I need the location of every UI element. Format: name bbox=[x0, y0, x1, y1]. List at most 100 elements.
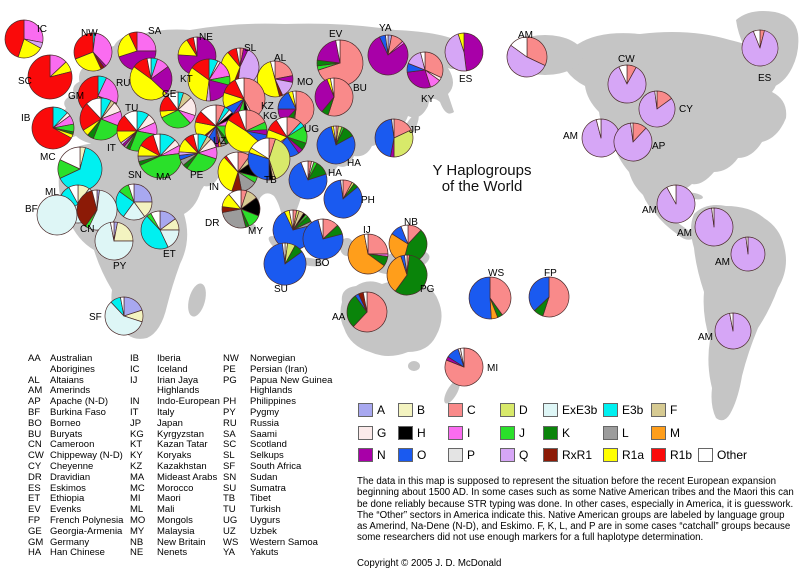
abbreviation-code: YA bbox=[223, 547, 235, 559]
abbreviation-name: Altaians bbox=[50, 374, 84, 386]
legend-label-B: B bbox=[417, 403, 426, 417]
abbreviation-row-PG: PG Papua New Guinea Highlands bbox=[223, 375, 338, 398]
abbreviation-name: Persian (Iran) bbox=[250, 363, 308, 375]
pie-slice-TU-Other bbox=[123, 110, 138, 132]
pie-KY: KY bbox=[406, 51, 444, 105]
pie-slice-NB-Other bbox=[400, 224, 409, 245]
abbreviation-code: DR bbox=[28, 471, 42, 483]
abbreviation-code: SU bbox=[223, 482, 237, 494]
pie-slice-TB-D bbox=[268, 138, 291, 180]
abbreviation-name: Dravidian bbox=[50, 471, 91, 483]
abbreviation-name: Apache (N-D) bbox=[50, 396, 109, 408]
abbreviation-name: Eskimos bbox=[50, 482, 86, 494]
pie-label-BU: BU bbox=[353, 83, 367, 94]
abbreviation-row-MO: MO Mongols bbox=[130, 514, 227, 527]
legend-swatch-L bbox=[603, 426, 618, 440]
pie-slice-RU-R1a bbox=[129, 66, 167, 101]
abbreviation-name: Mongols bbox=[157, 514, 193, 526]
pie-slice-MC-E3b bbox=[59, 147, 103, 192]
pie-label-TU: TU bbox=[125, 103, 138, 114]
abbreviation-code: GE bbox=[28, 525, 42, 537]
abbreviation-row-BO: BO Borneo bbox=[28, 418, 128, 430]
map-title: Y Haplogroups of the World bbox=[421, 163, 543, 195]
pie-IT: IT bbox=[79, 97, 123, 154]
abbreviation-name: Koryaks bbox=[157, 450, 192, 462]
abbreviation-code: NW bbox=[223, 353, 239, 364]
abbreviation-row-UG: UG Uygurs bbox=[223, 515, 338, 527]
pie-label-ET: ET bbox=[163, 249, 176, 260]
abbreviation-code: PY bbox=[223, 406, 236, 418]
pie-slice-TB-Other bbox=[250, 137, 270, 160]
abbreviation-code: WS bbox=[223, 536, 239, 548]
pie-label-AL: AL bbox=[274, 53, 287, 64]
pie-slice-AL-Other bbox=[270, 60, 276, 80]
pie-HA: HA bbox=[288, 160, 342, 200]
pie-slice-UG-Other bbox=[275, 116, 288, 138]
abbreviation-code: MI bbox=[130, 493, 141, 505]
abbreviation-row-ML: ML Mali bbox=[130, 504, 227, 516]
pie-KG: KG bbox=[224, 109, 278, 153]
legend-label-D: D bbox=[519, 403, 528, 417]
legend-swatch-RxR1 bbox=[543, 448, 558, 462]
pie-slice-HA-Other bbox=[333, 125, 337, 146]
abbreviation-row-GM: GM Germany bbox=[28, 537, 128, 549]
pie-NW: NW bbox=[73, 28, 113, 72]
island-new-zealand-south bbox=[444, 380, 460, 404]
pie-slice-TB-O bbox=[247, 152, 270, 181]
pie-label-MA: MA bbox=[156, 172, 171, 183]
pie-label-IJ: IJ bbox=[363, 225, 371, 236]
abbreviation-row-RU: RU Russia bbox=[223, 417, 338, 430]
abbreviation-row-SA: SA Saami bbox=[223, 429, 338, 441]
abbreviation-code: SF bbox=[223, 460, 236, 472]
pie-AM: AM bbox=[642, 184, 696, 224]
pie-slice-BU-Other bbox=[330, 77, 335, 98]
abbreviation-row-TU: TU Turkish bbox=[223, 504, 338, 516]
island-sakhalin bbox=[413, 88, 423, 112]
pie-slice-UZ-Other bbox=[200, 104, 217, 127]
abbreviation-row-YA: YA Yakuts bbox=[223, 548, 338, 559]
copyright-text: Copyright © 2005 J. D. McDonald bbox=[357, 558, 502, 569]
pie-slice-IN-Other bbox=[225, 151, 239, 173]
pie-slice-ES-R1a bbox=[457, 32, 465, 53]
abbreviation-code: IJ bbox=[130, 374, 138, 386]
abbreviation-code: MA bbox=[130, 471, 145, 483]
abbreviation-row-GE: GE Georgia-Armenia bbox=[28, 525, 128, 538]
abbreviation-code: ML bbox=[130, 504, 144, 516]
pie-label-AM: AM bbox=[642, 205, 657, 216]
pie-slice-ES-N bbox=[463, 32, 484, 72]
pie-label-KT: KT bbox=[180, 74, 193, 85]
pie-label-PH: PH bbox=[361, 195, 375, 206]
island-sri-lanka bbox=[250, 224, 256, 232]
abbreviation-name: New Britain bbox=[157, 536, 206, 548]
abbreviation-row-PY: PY Pygmy bbox=[223, 406, 338, 419]
pie-label-AM: AM bbox=[677, 228, 692, 239]
pie-BO: BO bbox=[302, 218, 344, 269]
abbreviation-name: Malaysia bbox=[157, 525, 195, 537]
pie-HA: HA bbox=[316, 125, 361, 169]
abbreviation-code: MY bbox=[130, 525, 145, 537]
pie-slice-AM-Other bbox=[745, 236, 749, 255]
pie-label-IC: IC bbox=[37, 24, 47, 35]
pie-slice-GE-Other bbox=[167, 91, 179, 111]
abbreviation-row-AM: AM Amerinds bbox=[28, 386, 128, 397]
abbreviation-code: FP bbox=[28, 514, 41, 526]
abbreviation-code: RU bbox=[223, 417, 237, 429]
pie-slice-AA-Other bbox=[362, 291, 368, 313]
abbreviation-name: Western Samoa bbox=[250, 536, 318, 548]
pie-slice-IJ-C bbox=[367, 233, 389, 255]
pie-slice-PY-Other bbox=[110, 221, 115, 242]
abbreviation-code: EV bbox=[28, 504, 41, 516]
abbreviation-name: Uzbek bbox=[250, 525, 277, 537]
pie-label-GM: GM bbox=[68, 91, 84, 102]
abbreviation-row-KY: KY Koryaks bbox=[130, 450, 227, 462]
pie-label-AM: AM bbox=[563, 131, 578, 142]
legend-swatch-D bbox=[500, 403, 515, 417]
pie-slice-EV-Other bbox=[335, 39, 341, 64]
map-title-line1: Y Haplogroups bbox=[432, 162, 532, 179]
legend-label-K: K bbox=[562, 426, 571, 440]
pie-AM: AM bbox=[506, 30, 548, 78]
legend-label-G: G bbox=[377, 426, 387, 440]
pie-slice-KT-R1b bbox=[191, 58, 210, 81]
abbreviation-name: Irian Jaya Highlands bbox=[157, 374, 200, 397]
